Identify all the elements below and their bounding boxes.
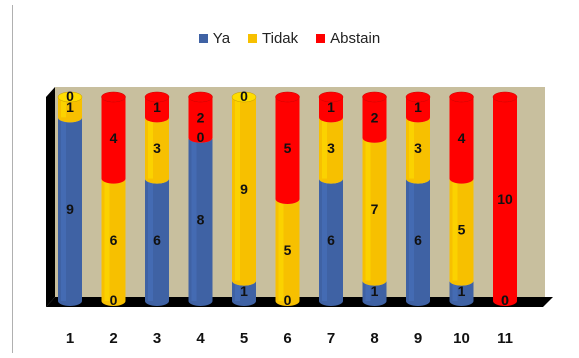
data-label-tidak-6: 5: [284, 242, 292, 258]
category-label-1: 1: [66, 330, 74, 347]
bar-cap-4: [188, 91, 213, 103]
category-label-11: 11: [497, 330, 513, 347]
data-label-abstain-4: 2: [197, 109, 205, 125]
bar-cap-9: [405, 91, 431, 103]
data-label-tidak-2: 6: [110, 232, 118, 248]
bar-highlight-abstain-11: [496, 97, 501, 301]
bar-highlight-abstain-3: [148, 97, 153, 118]
data-label-ya-7: 6: [327, 232, 335, 248]
bar-cap-1: [57, 91, 83, 103]
data-label-tidak-9: 3: [414, 140, 422, 156]
bar-highlight-abstain-2: [104, 97, 110, 179]
data-label-tidak-7: 3: [327, 140, 335, 156]
bar-highlight-ya-10: [452, 280, 458, 301]
category-label-3: 3: [153, 330, 161, 347]
data-label-ya-3: 6: [153, 232, 161, 248]
data-label-abstain-6: 5: [284, 140, 292, 156]
data-label-ya-10: 1: [458, 283, 466, 299]
category-label-6: 6: [283, 330, 291, 347]
bar-cap-3: [144, 91, 170, 103]
category-label-7: 7: [327, 330, 335, 347]
bar-highlight-abstain-6: [278, 97, 284, 199]
data-label-abstain-3: 1: [153, 99, 161, 115]
bar-highlight-ya-3: [148, 178, 153, 301]
bar-highlight-abstain-9: [409, 97, 414, 118]
legend-item-tidak: Tidak: [248, 30, 298, 47]
data-label-abstain-2: 4: [110, 130, 118, 146]
bar-highlight-ya-4: [191, 137, 197, 301]
data-label-tidak-3: 3: [153, 140, 161, 156]
bar-highlight-ya-7: [322, 178, 327, 301]
data-label-ya-8: 1: [371, 283, 379, 299]
bar-highlight-ya-5: [235, 280, 240, 301]
data-label-tidak-11: 0: [501, 292, 509, 308]
data-label-tidak-5: 9: [240, 181, 248, 197]
data-label-tidak-4: 0: [197, 129, 205, 145]
legend-item-abstain: Abstain: [316, 30, 380, 47]
category-label-8: 8: [370, 330, 378, 347]
data-label-ya-1: 9: [66, 201, 74, 217]
category-label-5: 5: [240, 330, 248, 347]
bar-highlight-tidak-7: [322, 117, 327, 179]
data-label-abstain-11: 10: [497, 191, 513, 207]
data-label-ya-9: 6: [414, 232, 422, 248]
data-label-abstain-7: 1: [327, 99, 335, 115]
legend: Ya Tidak Abstain: [0, 30, 579, 47]
category-label-2: 2: [109, 330, 117, 347]
category-label-10: 10: [453, 330, 470, 347]
data-label-abstain-5: 0: [240, 88, 248, 104]
bar-highlight-abstain-7: [322, 97, 327, 118]
legend-label-abstain: Abstain: [330, 30, 381, 47]
data-label-abstain-10: 4: [458, 130, 466, 146]
bar-cap-5: [231, 91, 257, 103]
data-label-ya-6: 0: [284, 292, 292, 308]
bar-highlight-tidak-3: [148, 117, 153, 179]
data-label-abstain-9: 1: [414, 99, 422, 115]
bar-highlight-tidak-1: [61, 97, 66, 118]
data-label-abstain-8: 2: [371, 109, 379, 125]
data-label-ya-11: 0: [501, 292, 509, 308]
legend-swatch-ya: [198, 34, 208, 43]
data-label-tidak-1: 1: [66, 99, 74, 115]
left-border-line: [12, 5, 13, 353]
bar-highlight-tidak-8: [365, 137, 371, 281]
bar-highlight-tidak-6: [278, 199, 284, 301]
data-label-ya-4: 8: [197, 211, 205, 227]
legend-item-ya: Ya: [198, 30, 231, 47]
bar-cap-10: [449, 91, 474, 103]
bar-highlight-abstain-8: [365, 97, 371, 138]
category-label-9: 9: [414, 330, 422, 347]
chart-left-wall: [46, 87, 55, 307]
data-label-ya-2: 0: [110, 292, 118, 308]
bar-highlight-abstain-4: [191, 97, 197, 138]
bar-highlight-ya-1: [61, 117, 66, 302]
bar-cap-6: [275, 91, 300, 103]
legend-label-ya: Ya: [212, 30, 231, 47]
bar-highlight-tidak-9: [409, 117, 414, 179]
bar-highlight-tidak-2: [104, 178, 110, 301]
legend-swatch-abstain: [316, 34, 326, 43]
bar-cap-8: [362, 91, 387, 103]
data-label-abstain-1: 0: [66, 88, 74, 104]
bar-cap-2: [101, 91, 126, 103]
data-label-tidak-10: 5: [458, 222, 466, 238]
bar-cap-7: [318, 91, 344, 103]
data-label-tidak-8: 7: [371, 201, 379, 217]
bar-cap-11: [492, 91, 518, 103]
bar-highlight-ya-9: [409, 178, 414, 301]
legend-swatch-tidak: [248, 34, 258, 43]
bar-highlight-tidak-5: [235, 97, 240, 281]
legend-label-tidak: Tidak: [262, 30, 299, 47]
bar-highlight-abstain-10: [452, 97, 458, 179]
data-label-ya-5: 1: [240, 283, 248, 299]
category-label-4: 4: [196, 330, 205, 347]
bar-highlight-ya-8: [365, 280, 371, 301]
bar-highlight-tidak-10: [452, 178, 458, 281]
